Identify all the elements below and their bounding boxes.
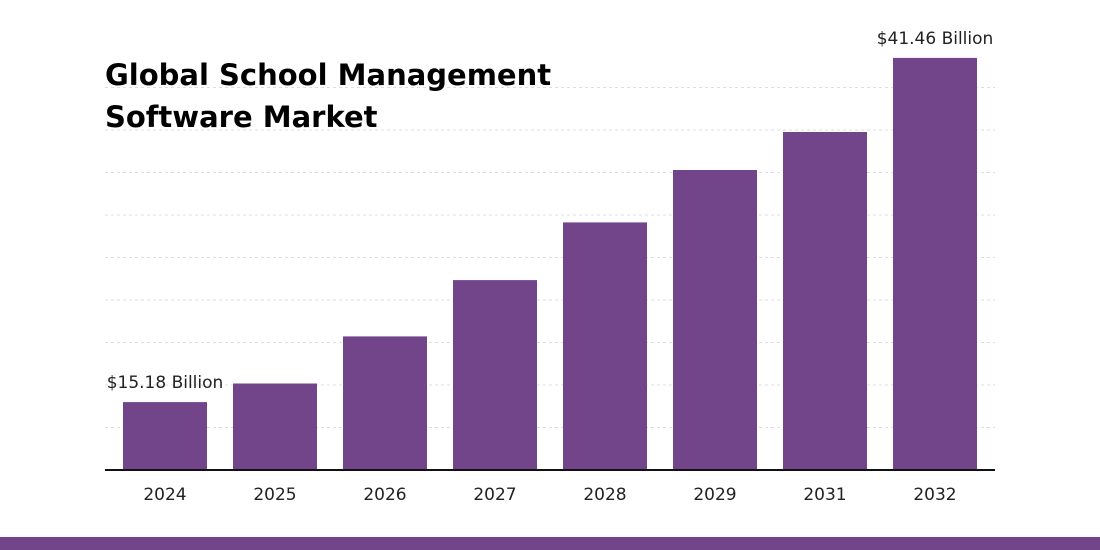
x-tick-label: 2025 (253, 485, 296, 505)
gridlines (105, 87, 995, 428)
chart-title-line-2: Software Market (105, 100, 378, 134)
bar-2028 (563, 222, 647, 470)
data-label-2032: $41.46 Billion (877, 29, 994, 49)
x-tick-label: 2032 (913, 485, 956, 505)
x-tick-label: 2024 (143, 485, 186, 505)
x-tick-label: 2029 (693, 485, 736, 505)
footer-accent-bar (0, 537, 1100, 550)
bar-2027 (453, 280, 537, 470)
bar-2024 (123, 402, 207, 470)
bar-2029 (673, 170, 757, 470)
data-label-2024: $15.18 Billion (107, 373, 224, 393)
x-tick-label: 2028 (583, 485, 626, 505)
bar-2031 (783, 132, 867, 470)
x-tick-label: 2027 (473, 485, 516, 505)
x-tick-labels: 2024 2025 2026 2027 2028 2029 2031 2032 (143, 485, 956, 505)
bars (123, 57, 977, 471)
x-tick-label: 2031 (803, 485, 846, 505)
data-labels: $15.18 Billion $41.46 Billion (107, 29, 994, 393)
bar-2026 (343, 336, 427, 470)
chart-title-line-1: Global School Management (105, 58, 551, 92)
bar-2025 (233, 383, 317, 470)
bar-2032 (893, 57, 977, 471)
x-tick-label: 2026 (363, 485, 406, 505)
